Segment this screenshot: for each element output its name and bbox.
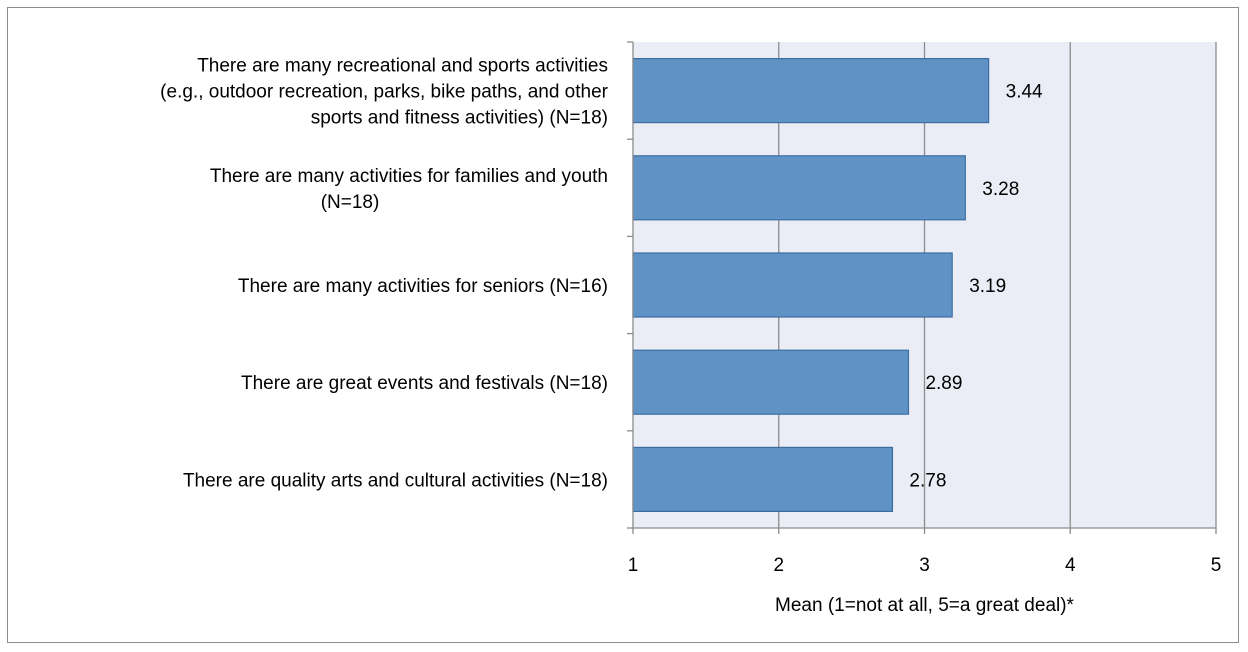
category-label-line: (e.g., outdoor recreation, parks, bike p…: [160, 82, 608, 103]
bars: [632, 57, 990, 512]
axes: [627, 41, 1217, 534]
bar: [632, 252, 953, 318]
category-labels: There are many recreational and sports a…: [160, 56, 608, 492]
x-tick-label: 4: [1065, 555, 1076, 576]
bar: [632, 446, 894, 512]
category-label-line: There are great events and festivals (N=…: [241, 373, 608, 394]
category-label-line: sports and fitness activities) (N=18): [311, 108, 608, 129]
category-label-line: There are quality arts and cultural acti…: [183, 470, 608, 491]
x-tick-label: 5: [1211, 555, 1222, 576]
category-label: There are quality arts and cultural acti…: [183, 470, 608, 491]
category-label-line: There are many activities for seniors (N…: [238, 276, 608, 297]
bar-value-label: 2.89: [925, 373, 962, 394]
category-label-line: There are many recreational and sports a…: [197, 56, 608, 77]
x-tick-label: 1: [628, 555, 639, 576]
category-label-line: (N=18): [321, 192, 380, 213]
bar: [632, 57, 990, 124]
value-labels: 3.44 3.28 3.19 2.89 2.78: [909, 82, 1043, 492]
bar-value-label: 2.78: [909, 470, 946, 491]
x-tick-label: 3: [919, 555, 930, 576]
category-label: There are many activities for seniors (N…: [238, 276, 608, 297]
category-label: There are many recreational and sports a…: [160, 56, 608, 129]
bar-value-label: 3.28: [982, 179, 1019, 200]
bar-value-label: 3.44: [1006, 82, 1043, 103]
x-tick-labels: 1 2 3 4 5: [628, 555, 1222, 576]
x-tick-label: 2: [773, 555, 784, 576]
bar-value-label: 3.19: [969, 276, 1006, 297]
category-label: There are great events and festivals (N=…: [241, 373, 608, 394]
category-label-line: There are many activities for families a…: [210, 166, 608, 187]
category-label: There are many activities for families a…: [210, 166, 608, 213]
x-axis-title: Mean (1=not at all, 5=a great deal)*: [775, 595, 1075, 616]
bar: [632, 349, 910, 415]
bar: [632, 155, 966, 221]
